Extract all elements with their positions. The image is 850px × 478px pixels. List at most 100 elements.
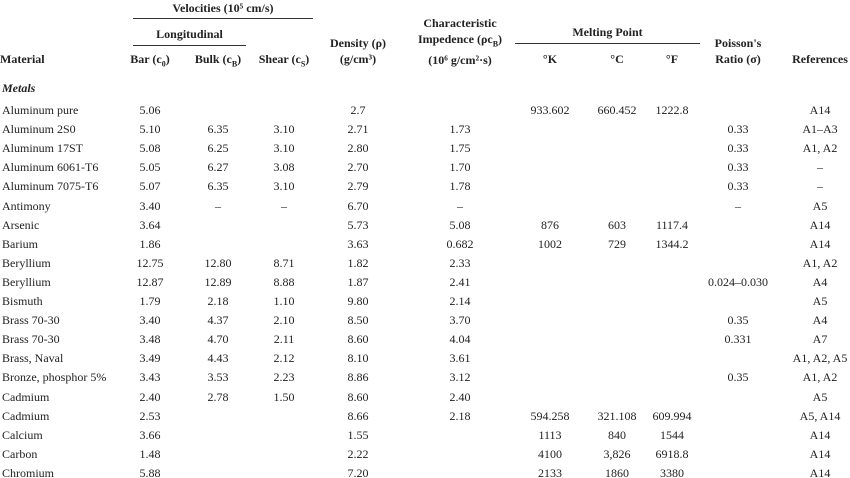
cell-value: 5.10 — [139, 122, 161, 137]
cell-value: – — [817, 160, 823, 175]
cell-value: 1.70 — [449, 160, 471, 175]
header-impedance: Characteristic Impedence (ρcB) (10⁶ g/cm²·… — [417, 16, 503, 68]
cell-value: 6.35 — [207, 122, 229, 137]
cell-value: 4.43 — [207, 351, 229, 366]
header-bar: Bar (c0) — [130, 52, 170, 69]
cell-value: 840 — [608, 427, 626, 442]
cell-value: 2.33 — [449, 255, 471, 270]
header-bulk: Bulk (cB) — [194, 52, 242, 69]
cell-value: 8.71 — [273, 255, 295, 270]
cell-value: 2.14 — [449, 294, 471, 308]
cell-value: 5.06 — [139, 103, 161, 117]
cell-value: A1, A2 — [802, 370, 838, 385]
cell-value: 6918.8 — [655, 446, 689, 461]
cell-value: 660.452 — [597, 103, 637, 117]
material-name: Antimony — [2, 198, 51, 213]
cell-value: 1113 — [538, 427, 562, 442]
material-name: Beryllium — [2, 274, 51, 289]
cell-value: 0.33 — [727, 179, 749, 194]
cell-value: 3.08 — [273, 160, 295, 175]
cell-value: 1.87 — [347, 274, 369, 289]
cell-value: A1–A3 — [802, 122, 838, 137]
cell-value: 7.20 — [347, 465, 369, 478]
cell-value: 729 — [608, 236, 626, 251]
cell-value: 2.41 — [449, 274, 471, 289]
cell-value: 2.18 — [449, 408, 471, 423]
material-name: Cadmium — [2, 389, 50, 404]
cell-value: 2.80 — [347, 141, 369, 156]
cell-value: 2.11 — [273, 332, 295, 347]
cell-value: 3.43 — [139, 370, 161, 385]
rule — [133, 18, 313, 19]
cell-value: 0.33 — [727, 141, 749, 156]
cell-value: 2.18 — [207, 294, 229, 308]
cell-value: A14 — [809, 427, 831, 442]
cell-value: 1.79 — [139, 294, 161, 308]
header-density: Density (ρ) (g/cm³) — [329, 36, 387, 66]
cell-value: 1117.4 — [655, 217, 689, 232]
cell-value: – — [817, 179, 823, 194]
cell-value: 2.78 — [207, 389, 229, 404]
material-name: Chromium — [2, 465, 55, 478]
cell-value: 8.60 — [347, 389, 369, 404]
material-name: Barium — [2, 236, 38, 251]
cell-value: 0.331 — [724, 332, 752, 347]
material-name: Aluminum 7075-T6 — [2, 179, 99, 194]
cell-value: 1.50 — [273, 389, 295, 404]
section-title: Metals — [2, 81, 36, 95]
cell-value: 8.86 — [347, 370, 369, 385]
cell-value: 4.70 — [207, 332, 229, 347]
header-longitudinal: Longitudinal — [156, 27, 223, 41]
material-name: Aluminum 2S0 — [2, 122, 76, 137]
cell-value: 5.05 — [139, 160, 161, 175]
cell-value: 3.53 — [207, 370, 229, 385]
cell-value: 2.12 — [273, 351, 295, 366]
cell-value: 3.40 — [139, 313, 161, 328]
cell-value: 1.48 — [139, 446, 161, 461]
cell-value: 1.86 — [139, 236, 161, 251]
cell-value: A14 — [809, 446, 831, 461]
cell-value: A5 — [812, 294, 828, 308]
cell-value: 1.10 — [273, 294, 295, 308]
header-velocities: Velocities (10⁵ cm/s) — [172, 1, 274, 15]
cell-value: A5 — [812, 389, 828, 404]
material-name: Brass, Naval — [2, 351, 64, 366]
cell-value: – — [281, 198, 287, 213]
cell-value: 6.70 — [347, 198, 369, 213]
cell-value: 3380 — [660, 465, 684, 478]
cell-value: 3.12 — [449, 370, 471, 385]
cell-value: 1.55 — [347, 427, 369, 442]
cell-value: 2.22 — [347, 446, 369, 461]
cell-value: 8.88 — [273, 274, 295, 289]
cell-value: 0.024–0.030 — [708, 274, 768, 289]
header-poisson: Poisson's Ratio (σ) — [714, 36, 762, 66]
cell-value: 3.63 — [347, 236, 369, 251]
cell-value: 0.682 — [446, 236, 474, 251]
material-name: Arsenic — [2, 217, 40, 232]
cell-value: 3.61 — [449, 351, 471, 366]
cell-value: 5.08 — [449, 217, 471, 232]
cell-value: – — [215, 198, 221, 213]
cell-value: – — [735, 198, 741, 213]
cell-value: – — [457, 198, 463, 213]
material-name: Calcium — [2, 427, 43, 442]
material-name: Cadmium — [2, 408, 50, 423]
material-name: Bismuth — [2, 294, 43, 308]
header-references: References — [792, 52, 848, 66]
cell-value: 2.70 — [347, 160, 369, 175]
header-kelvin: °K — [542, 52, 558, 66]
cell-value: 1002 — [538, 236, 562, 251]
cell-value: 594.258 — [530, 408, 570, 423]
cell-value: 6.27 — [207, 160, 229, 175]
cell-value: 12.75 — [136, 255, 164, 270]
cell-value: 4100 — [538, 446, 562, 461]
cell-value: 2.40 — [449, 389, 471, 404]
cell-value: 12.87 — [136, 274, 164, 289]
cell-value: 5.07 — [139, 179, 161, 194]
header-fahrenheit: °F — [665, 52, 679, 66]
cell-value: 8.50 — [347, 313, 369, 328]
cell-value: 603 — [608, 217, 626, 232]
cell-value: 2133 — [538, 465, 562, 478]
cell-value: 876 — [541, 217, 559, 232]
